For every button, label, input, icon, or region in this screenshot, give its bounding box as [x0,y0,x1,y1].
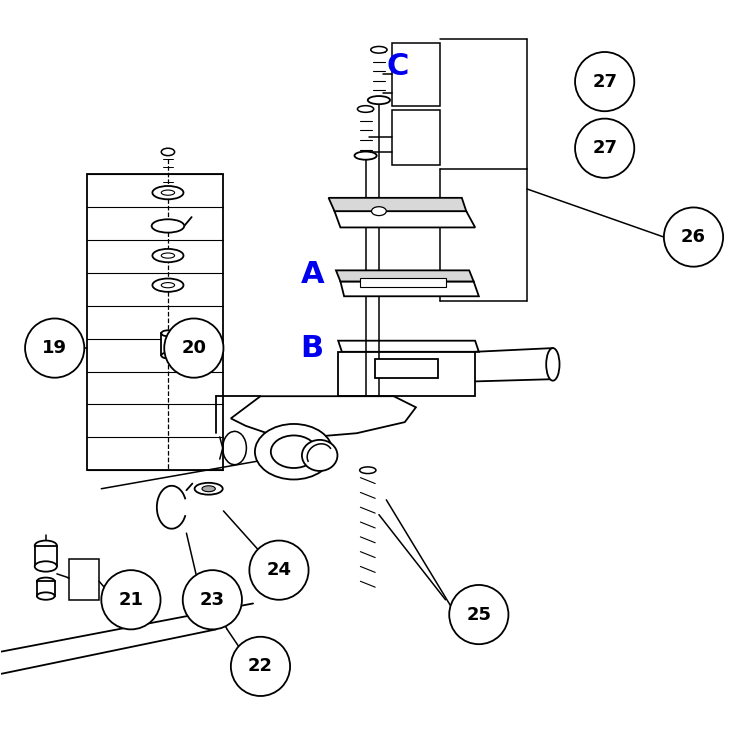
Ellipse shape [372,206,386,215]
Ellipse shape [161,148,175,156]
Text: B: B [301,334,324,363]
Ellipse shape [35,541,57,551]
Ellipse shape [37,592,55,600]
Ellipse shape [302,440,337,471]
Polygon shape [231,396,416,437]
Text: 25: 25 [467,606,491,624]
Text: 26: 26 [681,228,706,246]
Text: 24: 24 [267,561,291,579]
Ellipse shape [354,152,377,160]
Circle shape [231,637,290,696]
Ellipse shape [152,186,184,199]
Text: 21: 21 [118,591,143,609]
Bar [392,110,441,165]
Ellipse shape [360,467,376,473]
Polygon shape [360,278,446,287]
Ellipse shape [546,348,559,381]
Bar [86,174,224,470]
Text: 22: 22 [248,657,273,675]
Polygon shape [375,359,438,378]
Polygon shape [340,281,478,296]
Circle shape [164,319,224,378]
Bar [35,546,57,566]
Circle shape [575,52,635,111]
Text: 27: 27 [592,139,617,157]
Bar [161,334,175,355]
Text: A: A [300,260,324,289]
Circle shape [25,319,84,378]
Ellipse shape [161,190,175,195]
Circle shape [450,585,508,644]
Ellipse shape [35,561,57,571]
Ellipse shape [161,352,175,358]
Circle shape [575,119,635,178]
Ellipse shape [152,219,184,233]
Ellipse shape [161,331,175,337]
Ellipse shape [371,46,387,53]
Ellipse shape [152,278,184,292]
Text: C: C [386,52,409,82]
Ellipse shape [195,482,223,494]
Ellipse shape [357,105,374,112]
Ellipse shape [368,96,390,104]
Text: 23: 23 [200,591,225,609]
Ellipse shape [152,249,184,263]
Circle shape [183,570,242,629]
Bar [392,43,441,106]
Text: 19: 19 [42,339,67,357]
Text: 27: 27 [592,73,617,91]
Circle shape [101,570,160,629]
Bar [37,581,55,596]
Ellipse shape [161,283,175,288]
Polygon shape [336,270,473,281]
Ellipse shape [255,424,333,479]
Ellipse shape [161,253,175,258]
Ellipse shape [37,577,55,585]
Polygon shape [334,211,475,227]
Circle shape [664,207,723,267]
Ellipse shape [202,485,215,491]
Polygon shape [328,197,467,211]
Polygon shape [338,352,475,396]
Bar [70,559,99,600]
Ellipse shape [271,435,317,468]
Circle shape [250,541,308,600]
Text: 20: 20 [181,339,207,357]
Polygon shape [338,340,478,352]
